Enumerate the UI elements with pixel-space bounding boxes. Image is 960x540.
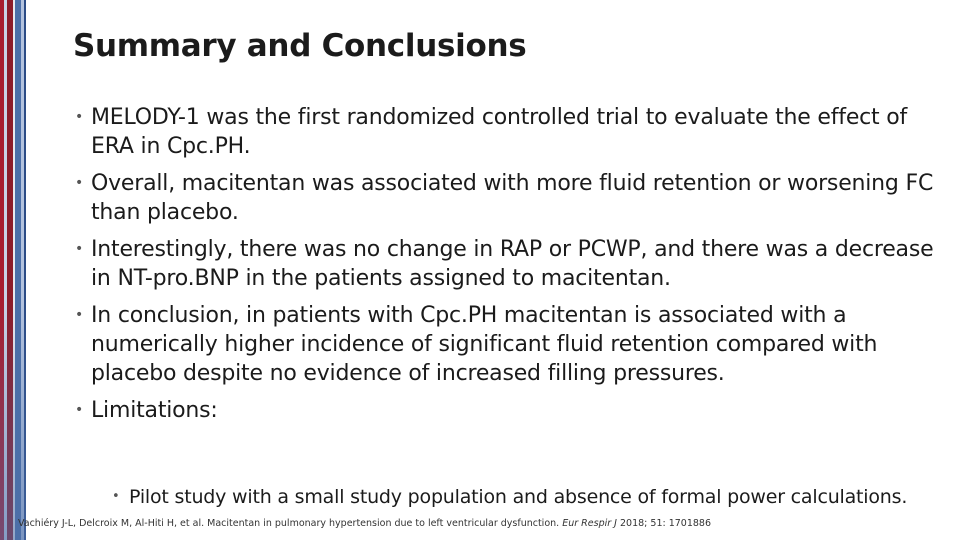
stripe-red-inner [7,0,13,540]
stripe-light-1 [4,0,7,540]
citation-details: 2018; 51: 1701886 [620,518,712,529]
citation: Vachiéry J-L, Delcroix M, Al-Hiti H, et … [18,518,711,529]
sub-bullet-item: Pilot study with a small study populatio… [112,485,929,509]
bullet-item: Overall, macitentan was associated with … [75,169,935,227]
stripe-red-outer [0,0,4,540]
bullet-list: MELODY-1 was the first randomized contro… [75,103,935,433]
stripe-blue [15,0,21,540]
bullet-item: MELODY-1 was the first randomized contro… [75,103,935,161]
stripe-light-blue [21,0,24,540]
slide-title: Summary and Conclusions [73,28,527,64]
bullet-item: Interestingly, there was no change in RA… [75,235,935,293]
decorative-side-stripes [0,0,26,540]
citation-authors: Vachiéry J-L, Delcroix M, Al-Hiti H, et … [18,518,560,529]
stripe-fade [0,300,26,540]
stripe-dark-blue [24,0,26,540]
bullet-item: Limitations: [75,396,935,425]
citation-journal: Eur Respir J [562,518,617,529]
stripe-light-2 [13,0,15,540]
bullet-item: In conclusion, in patients with Cpc.PH m… [75,301,935,388]
